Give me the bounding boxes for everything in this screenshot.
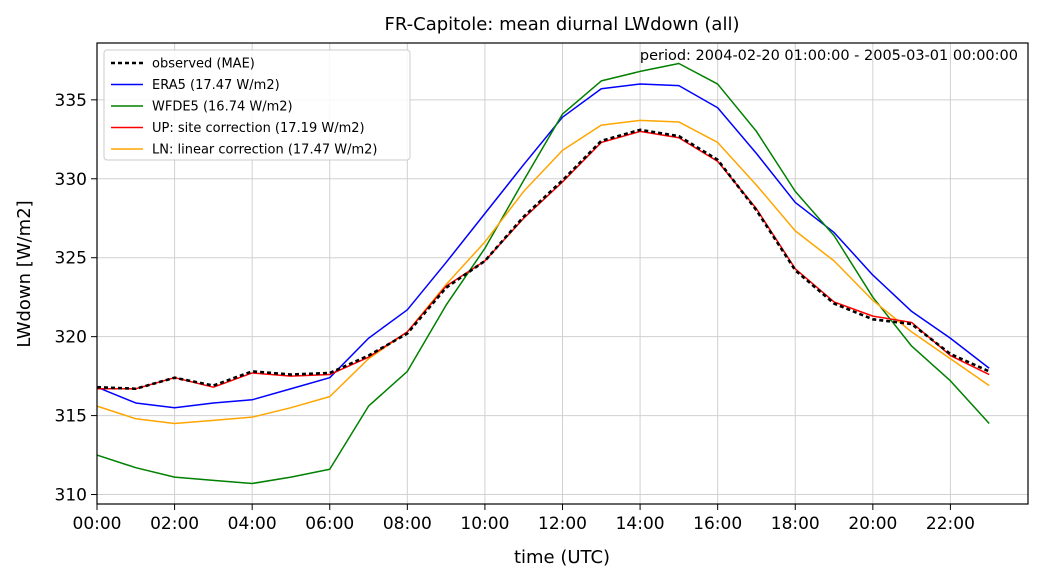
x-tick-label: 10:00 (460, 514, 509, 534)
x-tick-label: 12:00 (538, 514, 587, 534)
x-tick-label: 22:00 (926, 514, 975, 534)
series-line-2 (96, 62, 990, 485)
y-tick-label: 320 (55, 328, 87, 348)
x-axis-label: time (UTC) (514, 547, 610, 568)
y-axis-label: LWdown [W/m2] (14, 200, 35, 347)
y-tick-label: 330 (55, 170, 87, 190)
y-axis: 310 315 320 325 330 335 (55, 91, 97, 506)
legend-item-label: UP: site correction (17.19 W/m2) (152, 121, 365, 136)
legend-item-label: WFDE5 (16.74 W/m2) (152, 100, 293, 115)
legend-box (103, 49, 411, 161)
legend-item-label: ERA5 (17.47 W/m2) (152, 78, 280, 93)
grid (96, 43, 1028, 504)
y-tick-label: 310 (55, 486, 87, 506)
x-tick-label: 18:00 (771, 514, 820, 534)
series-layer (96, 62, 990, 485)
series-line-4 (96, 119, 990, 425)
x-tick-label: 08:00 (383, 514, 432, 534)
chart-title: FR-Capitole: mean diurnal LWdown (all) (385, 14, 740, 35)
y-tick-label: 325 (55, 249, 87, 269)
x-tick-label: 06:00 (305, 514, 354, 534)
x-axis: 00:00 02:00 04:00 06:00 08:00 10:00 12:00 14:00… (73, 504, 975, 534)
series-line-1 (96, 83, 990, 409)
series-line-0 (96, 128, 990, 391)
x-tick-label: 14:00 (616, 514, 665, 534)
series-line-3 (97, 130, 990, 390)
y-tick-label: 315 (55, 407, 87, 427)
period-annotation: period: 2004-02-20 01:00:00 - 2005-03-01… (640, 48, 1018, 64)
y-tick-label: 335 (55, 91, 87, 111)
x-tick-label: 20:00 (848, 514, 897, 534)
legend: observed (MAE) ERA5 (17.47 W/m2) WFDE5 (16… (103, 49, 411, 161)
x-tick-label: 04:00 (228, 514, 277, 534)
legend-item-label: LN: linear correction (17.47 W/m2) (152, 143, 378, 158)
x-tick-label: 02:00 (150, 514, 199, 534)
x-tick-label: 16:00 (693, 514, 742, 534)
x-tick-label: 00:00 (73, 514, 122, 534)
legend-item-label: observed (MAE) (152, 57, 255, 72)
